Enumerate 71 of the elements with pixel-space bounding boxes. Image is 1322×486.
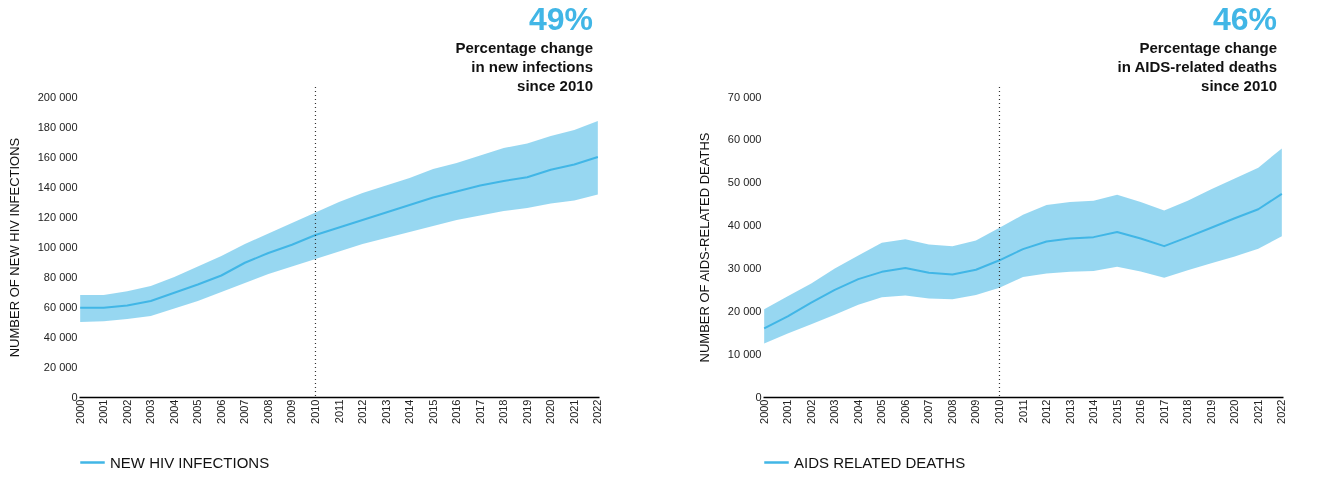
x-tick-label: 2010: [308, 399, 321, 424]
x-tick-label: 2001: [781, 399, 794, 424]
x-tick-label: 2021: [567, 399, 580, 424]
x-tick-label: 2020: [1228, 399, 1241, 424]
y-tick-label: 100 000: [37, 240, 78, 253]
y-tick-label: 10 000: [727, 347, 762, 360]
x-tick-label: 2010: [992, 399, 1005, 424]
x-tick-label: 2008: [945, 399, 958, 424]
y-tick-label: 70 000: [727, 90, 762, 103]
line-series: [79, 156, 599, 309]
x-tick-label: 2017: [1157, 399, 1170, 424]
x-tick-label: 2002: [120, 399, 133, 424]
y-tick-label: 80 000: [43, 270, 78, 283]
y-tick-label: 200 000: [37, 90, 78, 103]
y-tick-label: 20 000: [43, 360, 78, 373]
y-axis-title: NUMBER OF AIDS-RELATED DEATHS: [696, 132, 712, 363]
x-tick-label: 2017: [473, 399, 486, 424]
x-tick-label: 2022: [591, 399, 604, 424]
y-tick-label: 50 000: [727, 176, 762, 189]
x-tick-label: 2021: [1251, 399, 1264, 424]
x-tick-label: 2003: [144, 399, 157, 424]
x-tick-label: 2011: [332, 399, 345, 424]
x-tick-label: 2005: [875, 399, 888, 424]
x-tick-label: 2015: [426, 399, 439, 424]
x-tick-label: 2015: [1110, 399, 1123, 424]
x-tick-label: 2006: [214, 399, 227, 424]
y-tick-label: 40 000: [727, 219, 762, 232]
x-tick-label: 2016: [450, 399, 463, 424]
y-tick-label: 140 000: [37, 180, 78, 193]
x-tick-label: 2013: [379, 399, 392, 424]
x-tick-label: 2002: [804, 399, 817, 424]
x-tick-label: 2012: [1040, 399, 1053, 424]
y-tick-label: 30 000: [727, 261, 762, 274]
x-tick-label: 2004: [851, 399, 864, 424]
x-tick-label: 2011: [1016, 399, 1029, 424]
x-tick-label: 2019: [1204, 399, 1217, 424]
x-tick-label: 2006: [898, 399, 911, 424]
x-tick-label: 2008: [261, 399, 274, 424]
x-tick-label: 2014: [1087, 399, 1100, 424]
x-tick-label: 2009: [969, 399, 982, 424]
text: 46%: [1212, 1, 1277, 37]
y-tick-label: 20 000: [727, 304, 762, 317]
x-tick-label: 2009: [285, 399, 298, 424]
y-tick-label: 60 000: [727, 133, 762, 146]
text: Percentage change in AIDS-related deaths since 2010: [1117, 39, 1277, 94]
legend-label: NEW HIV INFECTIONS: [110, 453, 270, 471]
y-tick-label: 180 000: [37, 120, 78, 133]
x-tick-label: 2001: [97, 399, 110, 424]
x-tick-label: 2018: [1181, 399, 1194, 424]
y-tick-label: 160 000: [37, 150, 78, 163]
y-tick-label: 60 000: [43, 300, 78, 313]
x-tick-label: 2013: [1063, 399, 1076, 424]
legend-label: AIDS RELATED DEATHS: [794, 453, 966, 471]
y-tick-label: 120 000: [37, 210, 78, 223]
x-tick-label: 2007: [922, 399, 935, 424]
x-tick-label: 2019: [520, 399, 533, 424]
text: Percentage change in new infections since 2010: [455, 39, 593, 94]
x-tick-label: 2004: [167, 399, 180, 424]
x-tick-label: 2014: [403, 399, 416, 424]
y-axis-title: NUMBER OF NEW HIV INFECTIONS: [6, 137, 22, 358]
x-tick-label: 2003: [828, 399, 841, 424]
x-tick-label: 2007: [238, 399, 251, 424]
line-series: [763, 192, 1283, 330]
x-tick-label: 2016: [1134, 399, 1147, 424]
x-tick-label: 2022: [1275, 399, 1288, 424]
x-tick-label: 2005: [191, 399, 204, 424]
x-tick-label: 2020: [544, 399, 557, 424]
text: 49%: [528, 1, 593, 37]
y-tick-label: 40 000: [43, 330, 78, 343]
x-tick-label: 2018: [497, 399, 510, 424]
x-tick-label: 2012: [356, 399, 369, 424]
